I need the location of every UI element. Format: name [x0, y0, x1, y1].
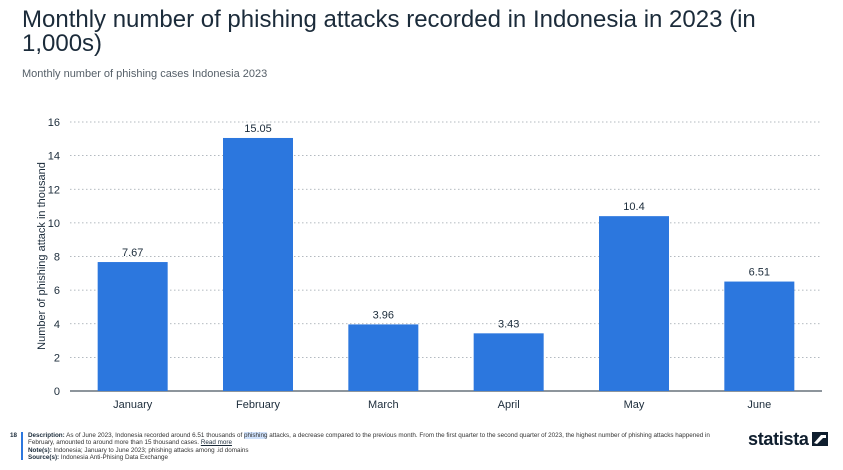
- bar-june[interactable]: [724, 281, 795, 391]
- bars: [97, 137, 795, 391]
- x-axis-ticks: January February March April May June: [113, 399, 771, 411]
- data-label-february: 15.05: [244, 123, 272, 135]
- bar-may[interactable]: [599, 216, 669, 391]
- description-text-pre: As of June 2023, Indonesia recorded arou…: [66, 432, 244, 439]
- footer-text: Description: As of June 2023, Indonesia …: [28, 432, 728, 462]
- chart-subtitle: Monthly number of phishing cases Indones…: [22, 68, 268, 80]
- notes: Note(s): Indonesia; January to June 2023…: [28, 447, 728, 454]
- x-tick-label-january: January: [113, 399, 153, 411]
- data-label-june: 6.51: [749, 267, 770, 279]
- y-tick-label: 4: [54, 319, 60, 331]
- description: Description: As of June 2023, Indonesia …: [28, 432, 728, 447]
- bar-chart: 0 2 4 6 8 10 12 14 16 January February March April M…: [36, 117, 822, 411]
- y-tick-label: 0: [54, 386, 60, 398]
- chart-title: Monthly number of phishing attacks recor…: [22, 6, 756, 57]
- logo-text: statista: [748, 428, 809, 449]
- description-text-post: attacks, a decrease compared to the prev…: [28, 432, 710, 447]
- y-tick-label: 12: [48, 184, 60, 196]
- notes-label: Note(s):: [28, 446, 52, 454]
- data-label-may: 10.4: [623, 201, 644, 213]
- x-tick-label-april: April: [498, 399, 520, 411]
- source-label: Source(s):: [28, 454, 60, 462]
- data-labels: 7.67 15.05 3.96 3.43 10.4 6.51: [122, 123, 770, 330]
- data-label-january: 7.67: [122, 247, 143, 259]
- page-number: 18: [10, 432, 18, 439]
- y-tick-label: 6: [54, 285, 60, 297]
- y-tick-label: 14: [48, 151, 60, 163]
- x-tick-label-june: June: [747, 399, 771, 411]
- description-label: Description:: [28, 432, 65, 439]
- statista-logo-icon: [811, 432, 828, 446]
- bar-february[interactable]: [223, 137, 293, 391]
- bar-january[interactable]: [97, 262, 168, 391]
- x-tick-label-may: May: [624, 399, 645, 411]
- description-highlight: phishing: [244, 432, 268, 439]
- y-tick-label: 10: [48, 218, 60, 230]
- source-text: Indonesia Anti-Phising Data Exchange: [60, 454, 169, 462]
- grid-lines: [70, 121, 822, 392]
- bar-april[interactable]: [473, 333, 544, 391]
- notes-text: Indonesia; January to June 2023; phishin…: [53, 446, 249, 454]
- x-tick-label-march: March: [368, 399, 399, 411]
- y-axis-label: Number of phishing attack in thousand: [36, 162, 48, 350]
- y-tick-label: 16: [48, 117, 60, 129]
- x-tick-label-february: February: [236, 399, 281, 411]
- data-label-april: 3.43: [498, 318, 519, 330]
- source: Source(s): Indonesia Anti-Phising Data E…: [28, 454, 728, 461]
- statista-logo[interactable]: statista: [748, 428, 838, 450]
- y-tick-label: 8: [54, 252, 60, 264]
- y-axis-ticks: 0 2 4 6 8 10 12 14 16: [48, 117, 60, 398]
- read-more-link[interactable]: Read more: [200, 439, 232, 447]
- footer-accent-bar: [21, 432, 23, 460]
- data-label-march: 3.96: [373, 309, 394, 321]
- bar-march[interactable]: [348, 324, 419, 391]
- y-tick-label: 2: [54, 352, 60, 364]
